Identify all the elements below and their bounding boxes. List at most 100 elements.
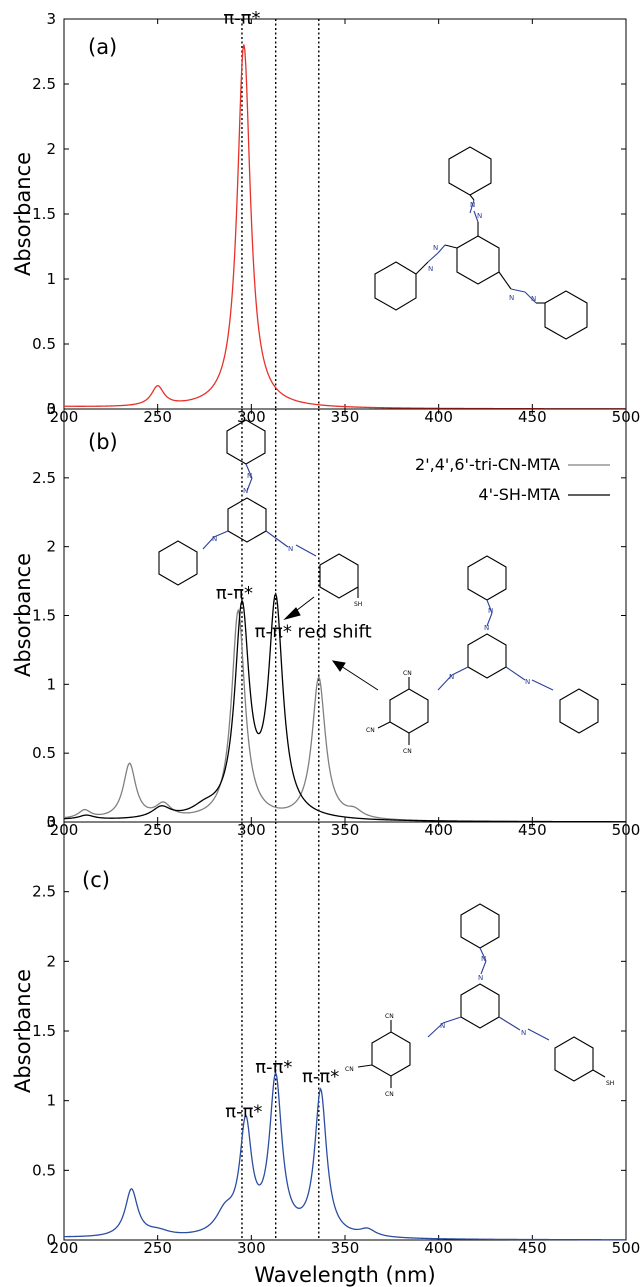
x-tick-label: 500 — [612, 1239, 641, 1257]
legend-label-sh: 4'-SH-MTA — [478, 485, 560, 504]
nitrogen-atom: N — [521, 1029, 526, 1037]
series-line-spectrum — [63, 44, 626, 410]
cyano-bond — [377, 721, 391, 729]
panel-b-label: (b) — [88, 430, 118, 454]
phenyl-thiol — [319, 553, 359, 599]
azo-bond — [246, 477, 253, 492]
thiol-label: SH — [354, 601, 362, 608]
azo-bond — [480, 960, 487, 975]
y-tick-label: 2.5 — [32, 469, 56, 487]
nitrogen-atom: N — [247, 472, 252, 480]
panel-a-label: (a) — [88, 35, 117, 59]
panel-c-ylabel: Absorbance — [11, 969, 35, 1093]
panel-c-frame — [63, 821, 627, 1241]
x-tick-label: 300 — [237, 821, 266, 839]
y-tick-label: 0.5 — [32, 1161, 56, 1179]
nitrogen-atom: N — [449, 673, 454, 681]
nitrogen-atom: N — [477, 212, 482, 220]
y-tick-label: 3 — [46, 10, 56, 28]
azo-bond-right-1 — [510, 288, 526, 293]
panel-a-ylabel: Absorbance — [11, 152, 35, 276]
phenyl-top — [226, 419, 266, 465]
azo-bond — [451, 666, 469, 676]
azo-bond — [437, 674, 453, 691]
y-tick-label: 1.5 — [32, 205, 56, 223]
y-tick-label: 2 — [46, 952, 56, 970]
tricyano-ring — [371, 1031, 411, 1077]
nitrogen-atom: N — [531, 295, 536, 303]
cyano-label: CN — [403, 670, 412, 677]
phenyl-left — [158, 540, 198, 586]
nitrogen-atom: N — [509, 294, 514, 302]
phenyl-thiol — [554, 1036, 594, 1082]
nitrogen-atom: N — [440, 1022, 445, 1030]
panel-b-vlines — [241, 409, 320, 822]
legend-label-tri-cn: 2',4',6'-tri-CN-MTA — [415, 455, 560, 474]
azo-link-left — [444, 244, 458, 249]
y-tick-label: 3 — [46, 813, 56, 831]
y-tick-label: 0 — [46, 400, 56, 418]
y-tick-label: 0 — [46, 813, 56, 831]
central-ring — [467, 633, 507, 679]
azo-bond-left-2 — [427, 252, 439, 263]
nitrogen-atom: N — [525, 678, 530, 686]
azo-link-right — [498, 271, 512, 290]
panel-c-vlines — [241, 822, 320, 1240]
nitrogen-atom: N — [481, 955, 486, 963]
y-tick-label: 3 — [46, 400, 56, 418]
panel-c-ticks: 200 250 300 350 400 450 500 0 0.5 1 1.5 2 2.5 3 — [32, 813, 640, 1257]
molecule-sh-mta: N N N N SH — [158, 419, 362, 608]
central-ring — [456, 235, 500, 285]
legend: 2',4',6'-tri-CN-MTA 4'-SH-MTA — [415, 455, 610, 504]
panel-b-ylabel: Absorbance — [11, 553, 35, 677]
azo-link-top-2 — [469, 194, 475, 201]
panel-a-series — [63, 44, 626, 410]
azo-bond — [442, 1016, 462, 1024]
x-tick-label: 450 — [518, 821, 547, 839]
panel-c: (c) Absorbance Wavelength (nm) 200 250 300… — [11, 813, 640, 1287]
azo-bond — [498, 1016, 521, 1031]
x-tick-label: 350 — [331, 821, 360, 839]
panel-a-annotations: π-π* — [223, 8, 260, 29]
x-tick-label: 350 — [331, 1239, 360, 1257]
panel-a-frame — [63, 18, 627, 410]
cyano-label: CN — [366, 727, 375, 734]
azo-bond — [265, 530, 289, 548]
cyano-label: CN — [403, 748, 412, 755]
phenyl-top — [460, 903, 500, 949]
phenyl-left — [374, 261, 417, 311]
azo-bond-top-1 — [473, 210, 479, 223]
x-tick-label: 350 — [331, 408, 360, 426]
central-ring — [227, 497, 267, 543]
peak-annotation: π-π* — [225, 1101, 262, 1122]
cyano-label: CN — [385, 1091, 394, 1098]
x-tick-label: 400 — [424, 1239, 453, 1257]
x-tick-label: 450 — [518, 408, 547, 426]
x-tick-label: 300 — [237, 408, 266, 426]
cyano-bond — [357, 1064, 373, 1068]
arrow-tri-cn — [340, 665, 379, 691]
tricyano-ring — [389, 688, 429, 734]
azo-bond — [479, 947, 487, 962]
azo-bond — [505, 666, 526, 681]
azo-bond — [427, 1022, 444, 1038]
azo-link-left-2 — [415, 261, 429, 275]
molecule-tris-azo: N N N N N N — [374, 146, 588, 340]
azo-bond — [531, 679, 554, 691]
y-tick-label: 1.5 — [32, 607, 56, 625]
central-ring — [460, 983, 500, 1029]
thiol-label: SH — [606, 1080, 614, 1087]
nitrogen-atom: N — [243, 487, 248, 495]
series-line-spectrum — [63, 1071, 627, 1241]
peak-annotation: π-π* — [223, 8, 260, 29]
azo-bond — [295, 544, 317, 557]
azo-bond — [213, 530, 229, 538]
arrow-sh-head — [283, 607, 301, 620]
azo-bond-top-2 — [469, 199, 475, 214]
x-tick-label: 400 — [424, 408, 453, 426]
arrow-tri-cn-head — [331, 660, 346, 672]
phenyl-top — [467, 555, 507, 601]
x-tick-label: 250 — [143, 1239, 172, 1257]
panel-b: (b) Absorbance 200 250 300 350 400 450 50000.5… — [11, 400, 640, 839]
